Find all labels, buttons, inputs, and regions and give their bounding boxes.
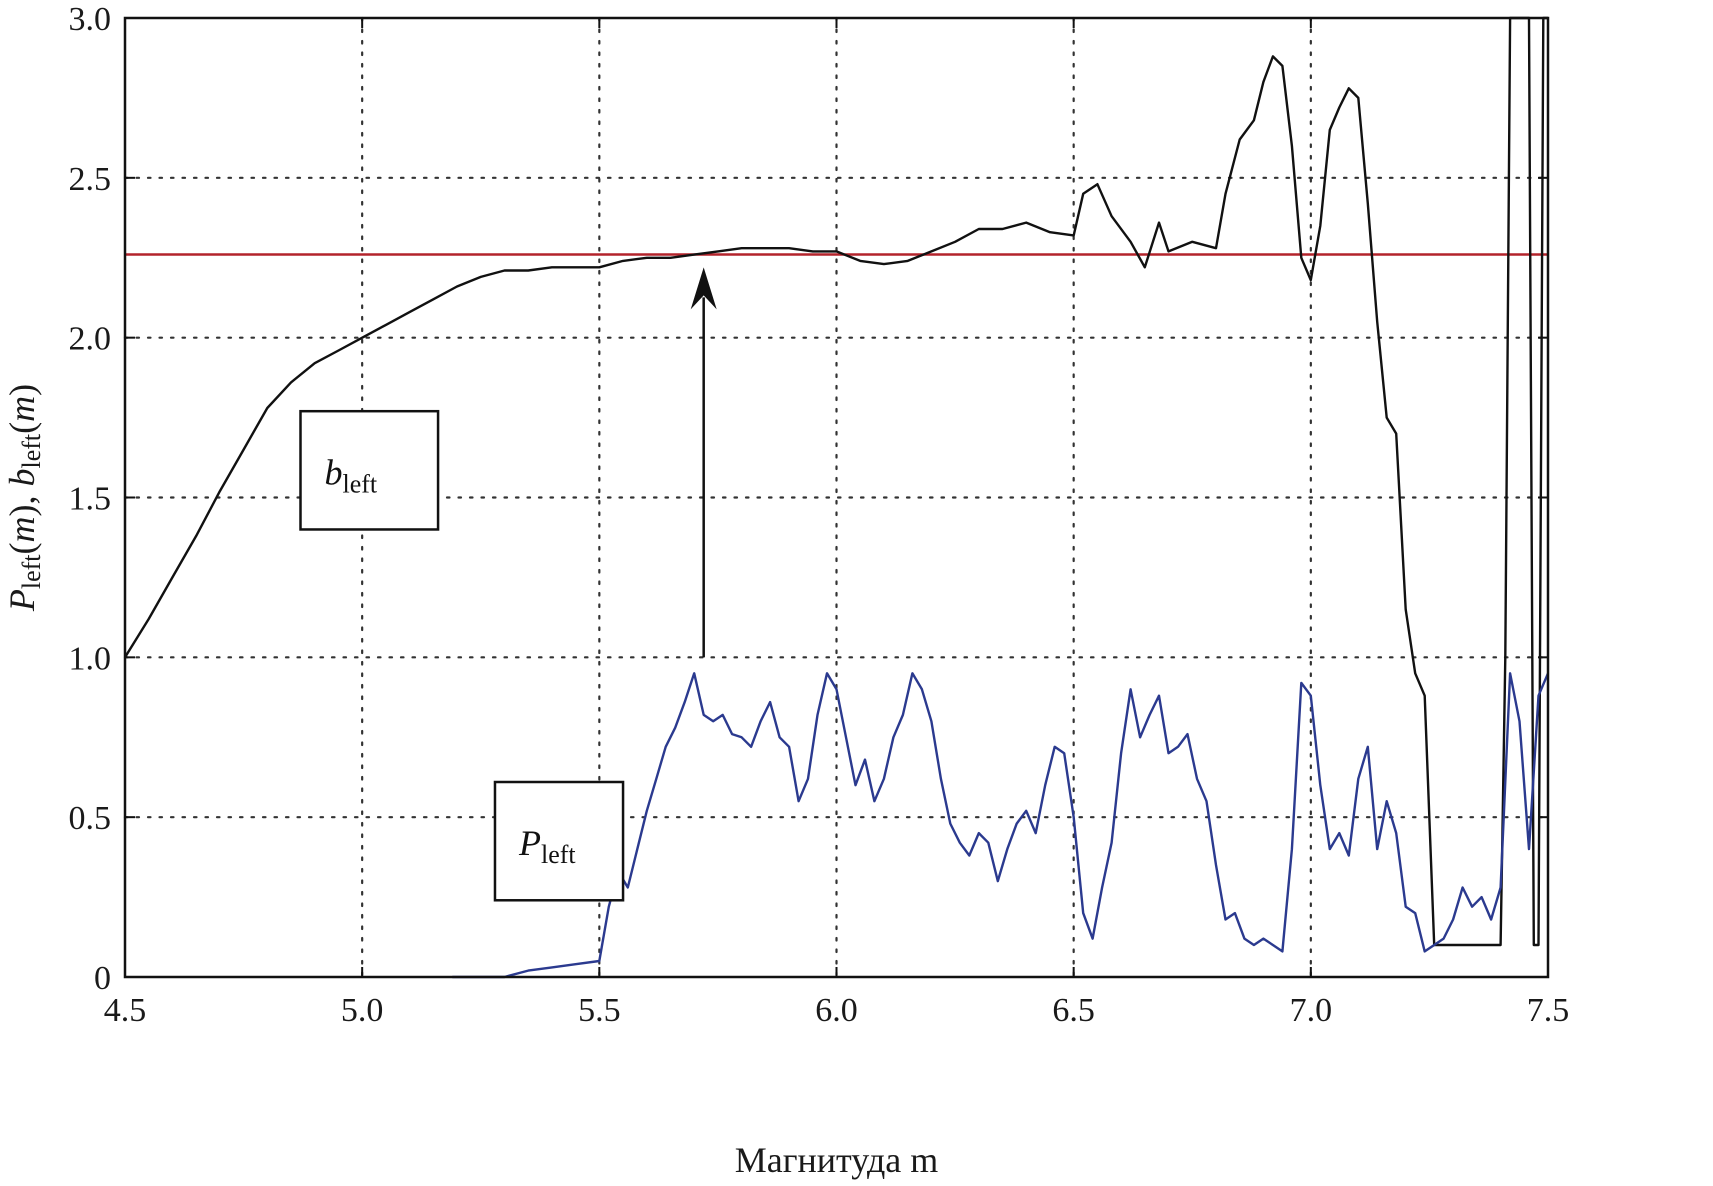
x-tick-label: 7.5 bbox=[1527, 992, 1570, 1029]
y-axis-label: Pleft(m), bleft(m) bbox=[2, 384, 46, 612]
x-tick-label: 5.5 bbox=[578, 992, 621, 1029]
y-axis-label-part: ) bbox=[2, 384, 42, 396]
annotation-boxes: bleft Pleft bbox=[299, 409, 625, 902]
y-axis-label-part: m bbox=[2, 517, 42, 543]
x-axis-label: Магнитуда m bbox=[735, 1140, 939, 1180]
x-tick-label: 4.5 bbox=[104, 992, 147, 1029]
y-axis-label-part: b bbox=[2, 469, 42, 487]
p_box-label: Pleft bbox=[518, 823, 576, 869]
grid bbox=[123, 16, 1550, 979]
y-axis-label-part: m bbox=[2, 396, 42, 422]
y-tick-label: 1.0 bbox=[69, 640, 112, 677]
y-tick-label: 0.5 bbox=[69, 800, 112, 837]
x-tick-label: 5.0 bbox=[341, 992, 384, 1029]
arrow-head bbox=[690, 267, 717, 310]
x-tick-label: 6.0 bbox=[815, 992, 858, 1029]
y-axis-label-part: left bbox=[17, 433, 46, 468]
series-line-b-left bbox=[123, 16, 1548, 947]
y-tick-label: 1.5 bbox=[69, 481, 112, 518]
y-axis-label-part: P bbox=[2, 589, 42, 612]
x-axis-ticks: 4.5 5.0 5.5 6.0 6.5 7.0 7.5 bbox=[104, 18, 1570, 1029]
b_box-frame bbox=[299, 409, 440, 531]
y-axis-ticks: 0 0.5 1.0 1.5 2.0 2.5 3.0 bbox=[69, 1, 1548, 997]
p_box-frame bbox=[493, 780, 625, 902]
y-tick-label: 2.0 bbox=[69, 321, 112, 358]
y-axis-label-part: left bbox=[17, 554, 46, 589]
y-axis-label-part: ( bbox=[2, 543, 42, 555]
x-tick-label: 6.5 bbox=[1052, 992, 1095, 1029]
y-tick-label: 3.0 bbox=[69, 1, 112, 38]
arrow bbox=[690, 267, 717, 658]
y-tick-label: 0 bbox=[94, 960, 111, 997]
x-tick-label: 7.0 bbox=[1290, 992, 1333, 1029]
y-axis-label-part: ), bbox=[2, 487, 42, 517]
y-tick-label: 2.5 bbox=[69, 161, 112, 198]
series-line-p-left bbox=[452, 672, 1550, 979]
b_box-label: bleft bbox=[325, 452, 378, 498]
y-axis-label-part: ( bbox=[2, 422, 42, 434]
